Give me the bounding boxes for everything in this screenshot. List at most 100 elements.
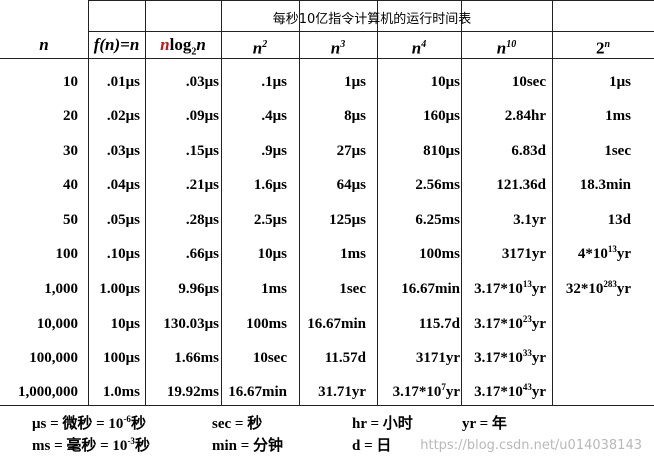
header-n3: n3 <box>330 38 346 58</box>
row-n-value: 100,000 <box>29 350 78 366</box>
table-cell: 100ms <box>246 316 287 332</box>
table-cell: 1.0ms <box>102 384 140 400</box>
legend-sec: sec = 秒 <box>212 416 263 432</box>
table-cell: 64μs <box>336 177 366 193</box>
table-cell: .04μs <box>106 177 140 193</box>
table-cell: 4*1013yr <box>577 244 631 263</box>
table-cell: 16.67min <box>307 316 366 332</box>
grid-line <box>88 31 654 32</box>
table-cell: 1.00μs <box>99 281 140 297</box>
table-cell: .1μs <box>261 74 287 90</box>
row-n-value: 100 <box>55 246 79 262</box>
table-cell: 9.96μs <box>178 281 219 297</box>
table-cell: 2.5μs <box>253 212 287 228</box>
table-cell: 125μs <box>329 212 366 228</box>
table-cell: 1.6μs <box>253 177 287 193</box>
table-cell: 31.71yr <box>318 384 366 400</box>
row-n-value: 20 <box>63 108 78 124</box>
table-cell: 1μs <box>609 74 631 90</box>
table-cell: 10sec <box>511 74 546 90</box>
header-nlogn: nlog2n <box>160 35 206 58</box>
table-cell: 130.03μs <box>163 316 219 332</box>
table-cell: 3171yr <box>501 246 546 262</box>
table-cell: 8μs <box>344 108 366 124</box>
unit-legend: μs = 微秒 = 10-6秒 ms = 毫秒 = 10-3秒 sec = 秒 … <box>0 406 654 460</box>
row-n-value: 1,000,000 <box>18 384 78 400</box>
table-cell: 10sec <box>252 350 287 366</box>
watermark: https://blog.csdn.net/u014038143 <box>420 438 642 453</box>
table-cell: .66μs <box>185 246 219 262</box>
header-n10: n10 <box>496 38 517 58</box>
grid-line <box>461 0 462 406</box>
table-cell: 2.56ms <box>415 177 460 193</box>
table-cell: .15μs <box>185 143 219 159</box>
table-cell: 1sec <box>604 143 631 159</box>
table-cell: 18.3min <box>579 177 631 193</box>
table-cell: 100μs <box>103 350 140 366</box>
table-cell: .10μs <box>106 246 140 262</box>
table-cell: 3171yr <box>415 350 460 366</box>
table-cell: .21μs <box>185 177 219 193</box>
legend-ms: ms = 毫秒 = 10-3秒 <box>32 436 150 454</box>
table-cell: .9μs <box>261 143 287 159</box>
row-n-value: 40 <box>63 177 78 193</box>
header-fn: f(n)=n <box>93 35 140 54</box>
table-cell: 10μs <box>257 246 287 262</box>
table-cell: 32*10283yr <box>565 279 631 298</box>
table-cell: 1sec <box>339 281 366 297</box>
table-cell: 810μs <box>423 143 460 159</box>
table-cell: .4μs <box>261 108 287 124</box>
table-cell: 3.1yr <box>513 212 546 228</box>
grid-line <box>299 0 300 406</box>
table-cell: .03μs <box>185 74 219 90</box>
table-cell: 160μs <box>423 108 460 124</box>
row-n-value: 50 <box>63 212 78 228</box>
grid-line <box>88 0 654 1</box>
table-cell: 2.84hr <box>504 108 546 124</box>
table-cell: 100ms <box>419 246 460 262</box>
table-cell: .09μs <box>185 108 219 124</box>
table-cell <box>555 310 631 338</box>
table-cell: 27μs <box>336 143 366 159</box>
table-cell: 1ms <box>261 281 287 297</box>
table-cell: .03μs <box>106 143 140 159</box>
table-cell: 10μs <box>430 74 460 90</box>
row-n-value: 30 <box>63 143 78 159</box>
grid-line <box>377 0 378 406</box>
row-n-value: 10 <box>63 74 78 90</box>
legend-us: μs = 微秒 = 10-6秒 <box>32 414 146 432</box>
grid-line <box>221 0 222 406</box>
header-2n: 2n <box>595 38 611 58</box>
table-cell: 3.17*107yr <box>392 382 460 401</box>
table-cell: .02μs <box>106 108 140 124</box>
table-cell: 16.67min <box>401 281 460 297</box>
table-cell: 1ms <box>340 246 366 262</box>
table-cell: 6.25ms <box>415 212 460 228</box>
grid-line <box>145 0 146 406</box>
row-n-value: 1,000 <box>44 281 78 297</box>
grid-line <box>552 0 553 406</box>
grid-line <box>88 0 89 406</box>
runtime-table: 每秒10亿指令计算机的运行时间表 n f(n)=n nlog2n n2 n3 n… <box>0 0 654 406</box>
table-cell: .05μs <box>106 212 140 228</box>
table-cell: 1.66ms <box>174 350 219 366</box>
table-cell: 3.17*1043yr <box>474 382 546 401</box>
table-cell: 1ms <box>605 108 631 124</box>
table-cell: 11.57d <box>324 350 366 366</box>
table-cell: .28μs <box>185 212 219 228</box>
table-cell: 10μs <box>110 316 140 332</box>
header-n: n <box>39 35 49 54</box>
grid-line <box>0 58 654 59</box>
header-n2: n2 <box>252 38 268 58</box>
legend-yr: yr = 年 <box>462 416 507 432</box>
table-cell: 6.83d <box>511 143 546 159</box>
header-n4: n4 <box>411 38 427 58</box>
table-cell <box>555 344 631 372</box>
table-cell: 19.92ms <box>166 384 219 400</box>
table-cell: 13d <box>607 212 631 228</box>
table-cell: 115.7d <box>418 316 460 332</box>
table-cell <box>555 378 631 406</box>
legend-min: min = 分钟 <box>212 438 284 454</box>
legend-hr: hr = 小时 <box>352 416 413 432</box>
table-cell: .01μs <box>106 74 140 90</box>
